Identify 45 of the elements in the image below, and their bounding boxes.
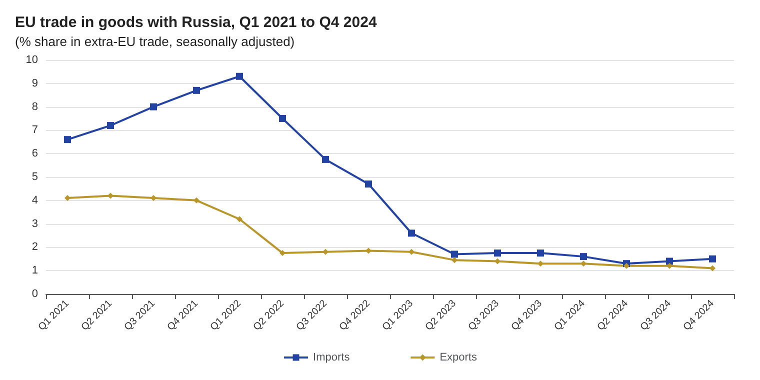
chart-subtitle: (% share in extra-EU trade, seasonally adjusted) [15, 34, 295, 49]
chart-title: EU trade in goods with Russia, Q1 2021 to Q4 2024 [15, 14, 378, 31]
point [236, 72, 243, 80]
point [537, 250, 544, 257]
y-tick-label: 4 [32, 194, 38, 206]
point [624, 262, 630, 269]
point [538, 260, 544, 267]
y-tick-label: 1 [32, 264, 38, 277]
point [322, 156, 329, 163]
point [107, 122, 114, 130]
point [452, 257, 458, 264]
point [366, 248, 372, 254]
point [150, 195, 156, 202]
legend-label: Imports [313, 352, 350, 364]
legend-label: Exports [440, 352, 478, 364]
y-tick-label: 8 [32, 100, 38, 113]
y-tick-label: 0 [32, 288, 38, 300]
point [64, 136, 71, 144]
y-tick-label: 10 [26, 54, 38, 66]
point [108, 192, 114, 199]
point [666, 258, 673, 265]
point [408, 248, 414, 255]
point [279, 115, 286, 122]
point [710, 265, 716, 272]
y-tick-label: 9 [32, 77, 38, 90]
point [64, 195, 70, 202]
point [150, 103, 157, 110]
point [194, 197, 200, 204]
point [322, 248, 328, 255]
point [494, 250, 501, 257]
point [236, 216, 242, 222]
y-tick-label: 2 [32, 241, 38, 254]
point [193, 86, 200, 94]
point [494, 258, 500, 264]
point [709, 255, 716, 262]
y-tick-label: 7 [32, 124, 38, 136]
point [580, 260, 586, 267]
y-tick-label: 3 [32, 218, 38, 230]
point [451, 250, 458, 258]
point [365, 180, 372, 188]
point [280, 250, 286, 256]
point [580, 253, 587, 260]
point [408, 230, 415, 237]
y-tick-label: 6 [32, 148, 38, 160]
y-tick-label: 5 [32, 171, 38, 183]
